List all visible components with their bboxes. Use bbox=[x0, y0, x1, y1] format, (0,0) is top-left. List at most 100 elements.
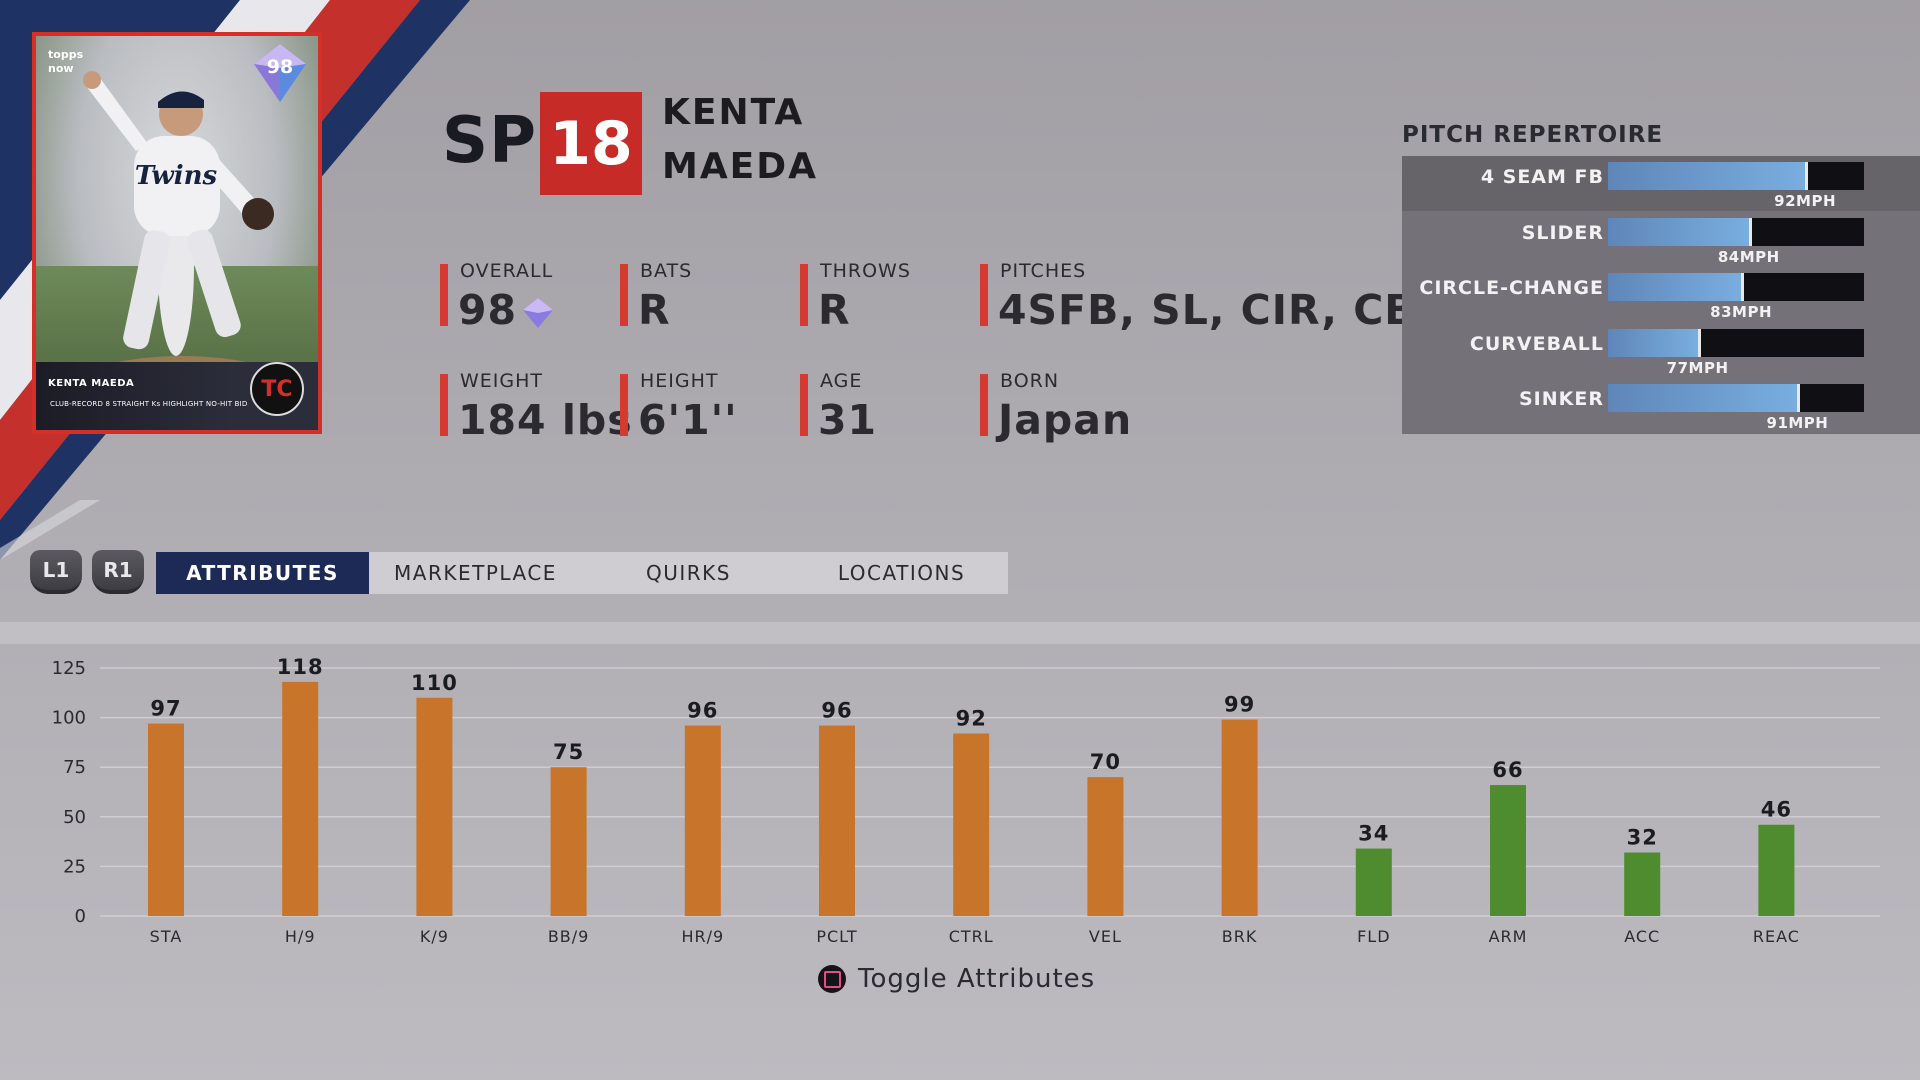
attribute-bar bbox=[550, 767, 587, 916]
bar-value-label: 96 bbox=[821, 699, 852, 723]
attribute-bar bbox=[1355, 848, 1392, 916]
pitch-row[interactable]: CIRCLE-CHANGE 83MPH bbox=[1402, 267, 1920, 322]
pitch-repertoire-title: PITCH REPERTOIRE bbox=[1402, 122, 1664, 148]
stat-value: R bbox=[638, 286, 671, 334]
pitch-name: SINKER bbox=[1519, 388, 1604, 410]
bar-value-label: 110 bbox=[411, 671, 458, 695]
attribute-bar bbox=[1490, 785, 1526, 916]
stat-label: THROWS bbox=[820, 260, 911, 282]
pitch-speed-label: 84MPH bbox=[1717, 247, 1780, 266]
bar-value-label: 97 bbox=[150, 697, 181, 721]
bar-value-label: 32 bbox=[1627, 826, 1658, 850]
x-tick-label: PCLT bbox=[816, 927, 857, 946]
y-tick-label: 0 bbox=[75, 906, 86, 927]
stat-label: PITCHES bbox=[1000, 260, 1087, 282]
card-rating: 98 bbox=[266, 56, 294, 78]
tab-quirks[interactable]: QUIRKS bbox=[646, 561, 731, 585]
pitch-row[interactable]: SINKER 91MPH bbox=[1402, 378, 1920, 433]
toggle-attributes-hint[interactable]: Toggle Attributes bbox=[818, 964, 1095, 994]
attribute-bar bbox=[1758, 824, 1795, 916]
x-tick-label: STA bbox=[150, 927, 183, 946]
attribute-bar bbox=[684, 725, 721, 916]
pitch-speed-bar bbox=[1608, 217, 1864, 246]
card-player-name: KENTA MAEDA bbox=[48, 378, 135, 389]
pitch-speed-label: 91MPH bbox=[1766, 414, 1829, 432]
stat-label: OVERALL bbox=[460, 260, 554, 282]
attribute-bar bbox=[1087, 777, 1124, 916]
team-logo-icon: TC bbox=[250, 362, 304, 416]
pitch-speed-bar bbox=[1608, 384, 1864, 412]
card-subtitle: CLUB-RECORD 8 STRAIGHT Ks HIGHLIGHT NO-H… bbox=[50, 400, 248, 408]
x-tick-label: ACC bbox=[1624, 927, 1660, 946]
section-divider bbox=[0, 622, 1920, 644]
pitch-speed-fill bbox=[1608, 162, 1809, 190]
bar-value-label: 92 bbox=[956, 706, 987, 730]
pitch-speed-label: 83MPH bbox=[1710, 303, 1773, 321]
tab-locations[interactable]: LOCATIONS bbox=[837, 561, 966, 585]
svg-text:Twins: Twins bbox=[135, 161, 218, 191]
attributes-chart: 0 25 50 75 100 125 97 STA 118 H/9 110 K/9 75 BB/9 96 HR… bbox=[52, 655, 1880, 946]
bar-value-label: 66 bbox=[1492, 758, 1523, 782]
pitch-speed-bar bbox=[1608, 273, 1864, 301]
l1-button[interactable]: L1 bbox=[30, 550, 82, 594]
stat-label: AGE bbox=[820, 370, 863, 392]
pitch-speed-fill bbox=[1608, 384, 1801, 412]
x-tick-label: CTRL bbox=[949, 927, 994, 946]
stat-label: BATS bbox=[640, 260, 693, 282]
r1-button[interactable]: R1 bbox=[92, 550, 144, 594]
pitch-name: CIRCLE-CHANGE bbox=[1419, 277, 1604, 299]
attribute-bar bbox=[416, 697, 453, 916]
x-tick-label: VEL bbox=[1089, 927, 1122, 946]
player-image: Twins bbox=[83, 71, 274, 356]
pitch-row[interactable]: CURVEBALL 77MPH bbox=[1402, 323, 1920, 378]
player-first-name: KENTA bbox=[662, 92, 805, 133]
x-tick-label: ARM bbox=[1489, 927, 1528, 946]
bar-value-label: 70 bbox=[1090, 750, 1121, 774]
toggle-attributes-label: Toggle Attributes bbox=[858, 964, 1096, 994]
y-tick-label: 50 bbox=[63, 807, 86, 828]
tab-attributes[interactable]: ATTRIBUTES bbox=[156, 552, 369, 594]
bar-value-label: 96 bbox=[687, 699, 718, 723]
x-tick-label: HR/9 bbox=[681, 927, 724, 946]
pitch-row[interactable]: 4 SEAM FB 92MPH bbox=[1402, 156, 1920, 211]
pitch-speed-bar bbox=[1608, 162, 1864, 190]
pitch-speed-fill bbox=[1608, 273, 1745, 301]
x-tick-label: H/9 bbox=[285, 927, 316, 946]
x-tick-label: FLD bbox=[1357, 927, 1390, 946]
pitch-speed-fill bbox=[1608, 217, 1752, 246]
bar-value-label: 75 bbox=[553, 740, 584, 764]
player-last-name: MAEDA bbox=[662, 146, 819, 187]
player-number: 18 bbox=[540, 92, 642, 195]
pitch-repertoire-panel: 4 SEAM FB 92MPH SLIDER 84MPH CIRCLE-CHANGE 83… bbox=[1402, 156, 1920, 434]
pitch-name: 4 SEAM FB bbox=[1480, 166, 1604, 188]
attribute-bar bbox=[819, 725, 855, 916]
stat-label: BORN bbox=[1000, 370, 1060, 392]
pitch-name: SLIDER bbox=[1521, 221, 1604, 244]
diamond-icon bbox=[523, 298, 554, 328]
bar-value-label: 118 bbox=[277, 655, 324, 679]
attribute-bar bbox=[953, 733, 990, 916]
x-tick-label: BB/9 bbox=[548, 927, 590, 946]
tab-marketplace[interactable]: MARKETPLACE bbox=[394, 561, 557, 585]
y-tick-label: 125 bbox=[52, 658, 86, 679]
attribute-bar bbox=[282, 681, 319, 916]
stat-value: R bbox=[818, 286, 851, 334]
y-tick-label: 100 bbox=[52, 708, 86, 729]
bar-value-label: 46 bbox=[1761, 798, 1792, 822]
stat-value: 31 bbox=[818, 396, 878, 444]
stat-value: 98 bbox=[458, 286, 555, 334]
bar-value-label: 99 bbox=[1224, 693, 1255, 717]
x-tick-label: K/9 bbox=[420, 927, 449, 946]
square-button-icon bbox=[818, 965, 846, 993]
pitch-row[interactable]: SLIDER 84MPH bbox=[1402, 212, 1920, 267]
stat-value: 6'1'' bbox=[638, 396, 738, 444]
bar-value-label: 34 bbox=[1358, 822, 1389, 846]
tab-bar: ATTRIBUTES MARKETPLACE QUIRKS LOCATIONS bbox=[156, 552, 1008, 594]
stat-value: 184 lbs bbox=[458, 396, 633, 444]
stat-value: Japan bbox=[998, 396, 1133, 444]
x-tick-label: BRK bbox=[1222, 927, 1258, 946]
player-position: SP bbox=[442, 104, 537, 178]
pitch-speed-label: 77MPH bbox=[1666, 358, 1729, 377]
y-tick-label: 75 bbox=[63, 757, 86, 778]
pitch-speed-bar bbox=[1608, 328, 1864, 357]
